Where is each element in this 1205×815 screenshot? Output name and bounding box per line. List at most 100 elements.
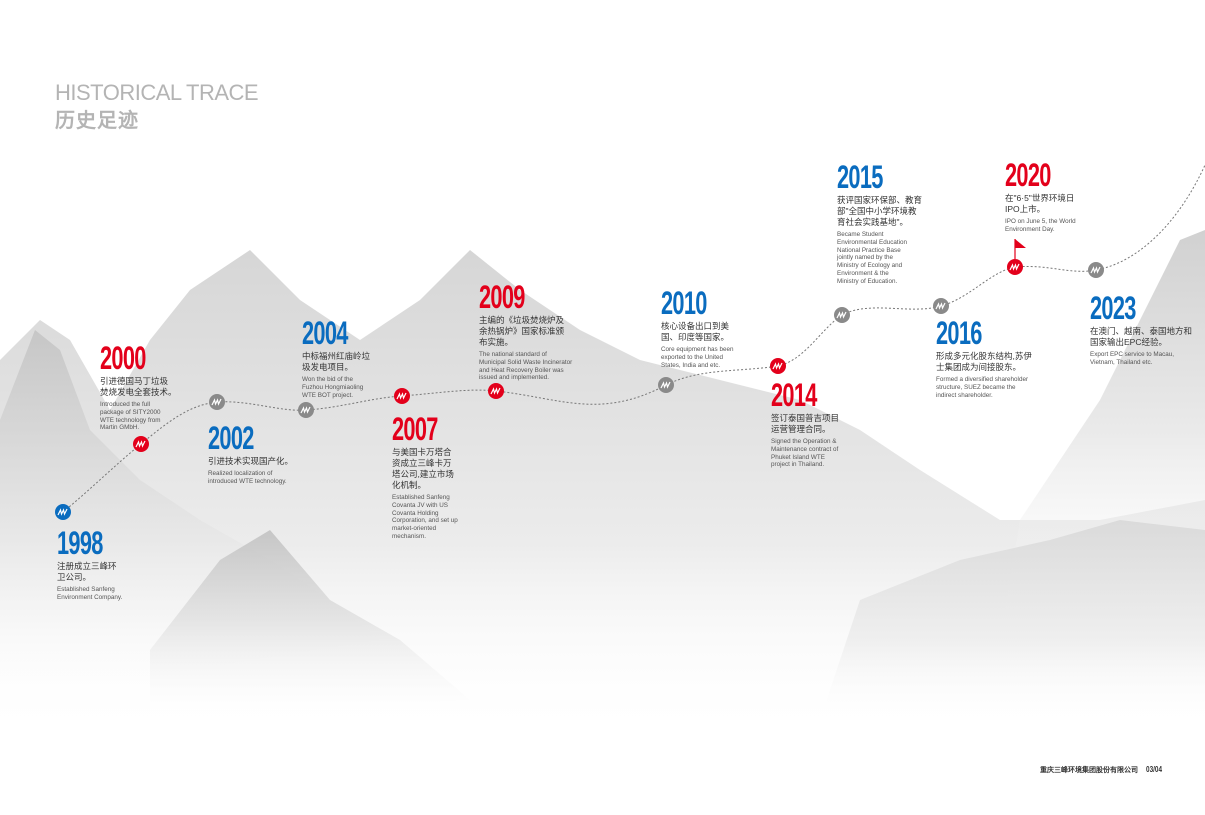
entry-en-line: WTE technology from	[100, 416, 161, 424]
entry-en-line: Environmental Education	[837, 238, 908, 246]
timeline-node-2002	[209, 394, 225, 410]
entry-year: 2023	[1090, 290, 1136, 326]
entry-cn-line: 在"6·5"世界环境日	[1005, 193, 1075, 203]
timeline-node-2020	[1007, 239, 1026, 275]
entry-en-line: Introduced the full	[100, 401, 151, 408]
entry-en-line: Won the bid of the	[302, 376, 353, 383]
entry-cn-line: 核心设备出口到美	[661, 321, 730, 331]
entry-cn-line: 塔公司,建立市场	[392, 469, 454, 479]
entry-text-cn: 与美国卡万塔合 资成立三峰卡万 塔公司,建立市场 化机制。	[392, 447, 459, 491]
logo-mark-icon	[490, 387, 501, 395]
entry-year: 2000	[100, 340, 146, 376]
logo-mark-icon	[935, 302, 946, 310]
entry-text-cn: 中标福州红庙岭垃 圾发电项目。	[302, 351, 370, 373]
entry-en-line: Export EPC service to Macau,	[1090, 351, 1174, 358]
entry-cn-line: 与美国卡万塔合	[392, 447, 452, 457]
timeline-entry-2010: 2010 核心设备出口到美 国、印度等国家。 Core equipment has b…	[661, 285, 733, 369]
entry-text-en: Introduced the full package of SITY2000 WT…	[100, 401, 177, 432]
entry-en-line: Phuket Island WTE	[771, 453, 825, 461]
entry-en-line: project in Thailand.	[771, 461, 825, 469]
entry-cn-line: 圾发电项目。	[302, 362, 354, 372]
entry-cn-line: IPO上市。	[1005, 204, 1046, 214]
entry-en-line: market-oriented	[392, 525, 437, 533]
entry-year: 1998	[57, 525, 103, 561]
entry-text-cn: 在澳门、越南、泰国地方和 国家输出EPC经验。	[1090, 326, 1192, 348]
timeline-entry-2000: 2000 引进德国马丁垃圾 焚烧发电全套技术。 Introduced the full…	[100, 340, 177, 432]
entry-cn-line: 引进德国马丁垃圾	[100, 376, 169, 386]
entry-en-line: WTE BOT project.	[302, 391, 353, 399]
entry-cn-line: 卫公司。	[57, 572, 92, 582]
entry-cn-line: 资成立三峰卡万	[392, 458, 452, 468]
page-number: 03/04	[1146, 765, 1163, 774]
entry-cn-line: 获评国家环保部、教育	[837, 195, 923, 205]
timeline-entry-2023: 2023 在澳门、越南、泰国地方和 国家输出EPC经验。 Export EPC ser…	[1090, 290, 1192, 367]
entry-en-line: Fuzhou Hongmiaoling	[302, 383, 364, 391]
entry-en-line: National Practice Base	[837, 246, 901, 254]
timeline-node-2016	[933, 298, 949, 314]
logo-mark-icon	[396, 392, 407, 400]
entry-cn-line: 签订泰国普吉项目	[771, 413, 840, 423]
entry-en-line: Became Student	[837, 231, 884, 238]
entry-en-line: issued and implemented.	[479, 374, 550, 382]
entry-en-line: Established Sanfeng	[392, 494, 450, 501]
timeline-entry-2015: 2015 获评国家环保部、教育 部"全国中小学环境教 育社会实践基地"。 Became …	[837, 159, 922, 286]
entry-cn-line: 中标福州红庙岭垃	[302, 351, 371, 361]
entry-cn-line: 国家输出EPC经验。	[1090, 337, 1167, 347]
timeline-entry-2016: 2016 形成多元化股东结构,苏伊 士集团成为间接股东。 Formed a diver…	[936, 315, 1032, 399]
entry-en-line: Realized localization of	[208, 470, 273, 477]
entry-cn-line: 主编的《垃圾焚烧炉及	[479, 315, 565, 325]
entry-year: 2016	[936, 315, 982, 351]
entry-en-line: exported to the United	[661, 353, 723, 361]
entry-en-line: Environment Company.	[57, 593, 123, 601]
logo-mark-icon	[772, 362, 783, 370]
entry-cn-line: 在澳门、越南、泰国地方和	[1090, 326, 1193, 336]
entry-text-cn: 核心设备出口到美 国、印度等国家。	[661, 321, 733, 343]
entry-en-line: Formed a diversified shareholder	[936, 376, 1029, 383]
entry-en-line: introduced WTE technology.	[208, 477, 287, 485]
timeline-node-2004	[298, 402, 314, 418]
entry-cn-line: 国、印度等国家。	[661, 332, 730, 342]
entry-en-line: package of SITY2000	[100, 408, 161, 416]
entry-en-line: Environment Day.	[1005, 225, 1055, 233]
entry-year: 2014	[771, 377, 817, 413]
entry-cn-line: 运营管理合同。	[771, 424, 831, 434]
entry-year: 2020	[1005, 157, 1051, 193]
timeline-node-2014	[770, 358, 786, 374]
entry-text-cn: 获评国家环保部、教育 部"全国中小学环境教 育社会实践基地"。	[837, 195, 922, 228]
entry-text-en: IPO on June 5, the World Environment Day.	[1005, 218, 1076, 234]
entry-en-line: Established Sanfeng	[57, 586, 115, 593]
section-title-en: HISTORICAL TRACE	[55, 80, 259, 105]
entry-en-line: Core equipment has been	[661, 346, 734, 353]
entry-text-en: Realized localization of introduced WTE t…	[208, 470, 293, 486]
entry-en-line: The national standard of	[479, 351, 547, 358]
entry-text-cn: 签订泰国普吉项目 运营管理合同。	[771, 413, 839, 435]
entry-text-en: Signed the Operation & Maintenance contra…	[771, 438, 839, 469]
timeline-entry-1998: 1998 注册成立三峰环 卫公司。 Established Sanfeng Enviro…	[57, 525, 124, 602]
entry-year: 2010	[661, 285, 707, 321]
entry-text-en: Export EPC service to Macau, Vietnam, Tha…	[1090, 351, 1192, 367]
timeline-entry-2002: 2002 引进技术实现国产化。 Realized localization of in…	[208, 420, 293, 486]
entry-year: 2015	[837, 159, 883, 195]
timeline-entry-2020: 2020 在"6·5"世界环境日 IPO上市。 IPO on June 5, the …	[1005, 157, 1076, 234]
entry-text-en: Established Sanfeng Covanta JV with US Cov…	[392, 494, 459, 541]
entry-cn-line: 形成多元化股东结构,苏伊	[936, 351, 1032, 361]
entry-text-cn: 引进技术实现国产化。	[208, 456, 293, 467]
timeline-node-2000	[133, 436, 149, 452]
timeline-node-2009	[488, 383, 504, 399]
entry-en-line: Vietnam, Thailand etc.	[1090, 358, 1153, 366]
entry-text-en: Core equipment has been exported to the U…	[661, 346, 733, 369]
entry-en-line: Signed the Operation &	[771, 438, 837, 445]
timeline-node-2010	[658, 377, 674, 393]
entry-text-en: Formed a diversified shareholder structur…	[936, 376, 1032, 399]
timeline-entry-2007: 2007 与美国卡万塔合 资成立三峰卡万 塔公司,建立市场 化机制。 Establishe…	[392, 413, 459, 541]
entry-en-line: Environment & the	[837, 269, 889, 277]
flag-icon	[1014, 239, 1026, 259]
entry-year: 2002	[208, 420, 254, 456]
entry-en-line: mechanism.	[392, 532, 426, 540]
entry-cn-line: 引进技术实现国产化。	[208, 456, 294, 466]
logo-mark-icon	[836, 311, 847, 319]
logo-mark-icon	[1009, 263, 1020, 271]
entry-en-line: Municipal Solid Waste Incinerator	[479, 358, 573, 366]
entry-cn-line: 焚烧发电全套技术。	[100, 387, 177, 397]
